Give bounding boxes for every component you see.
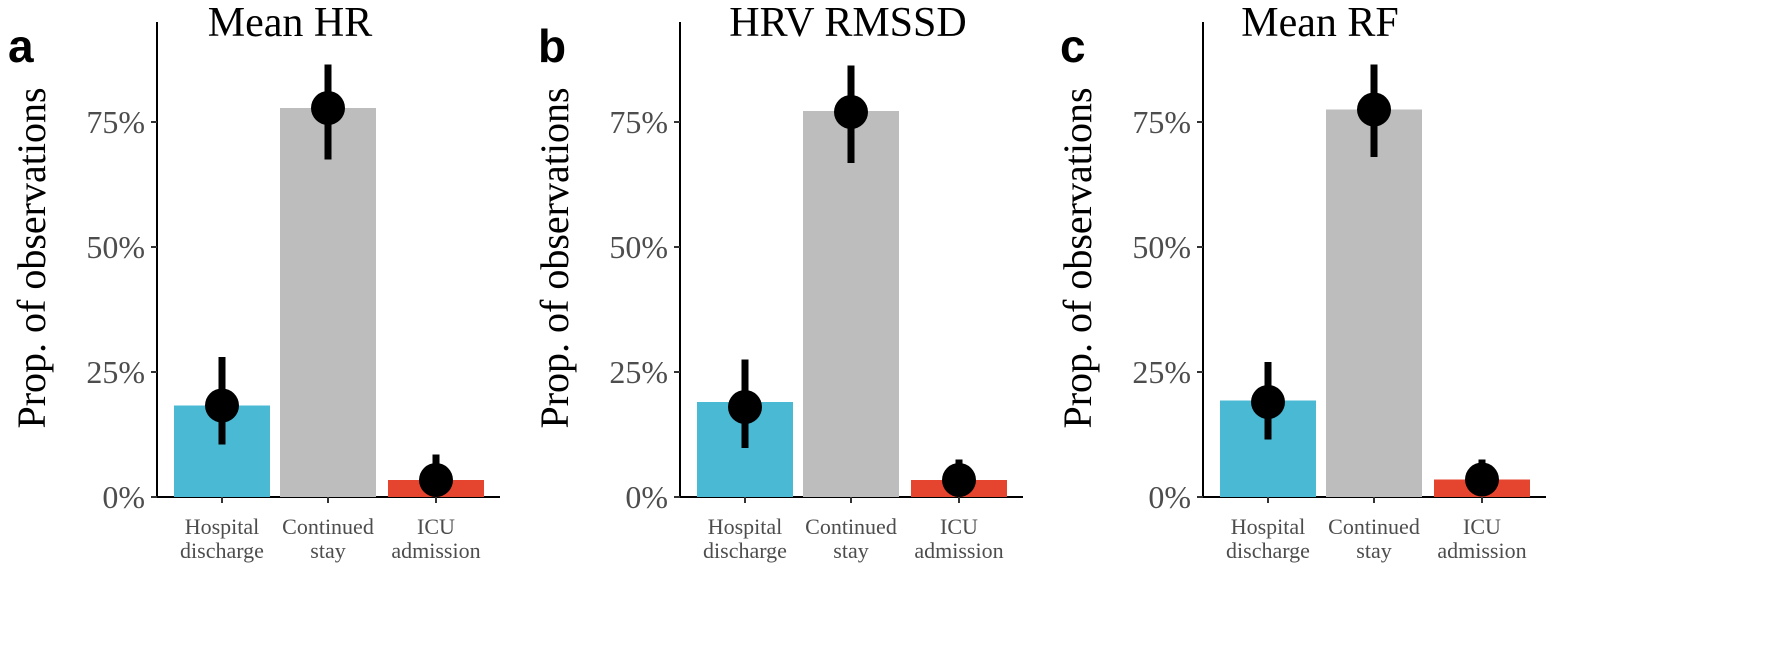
x-tick-label: discharge <box>1226 538 1310 563</box>
x-tick-label: discharge <box>180 538 264 563</box>
y-axis-label: Prop. of observations <box>532 87 577 428</box>
y-tick-label: 25% <box>609 354 668 390</box>
x-tick-label: stay <box>1356 538 1391 563</box>
chart-title: Mean HR <box>208 0 372 46</box>
chart-panel-a: a Mean HR Prop. of observations 0% 25% 50% 75%… <box>8 0 500 563</box>
point-icu-admission <box>419 463 453 497</box>
bar-continued-stay <box>1326 109 1422 497</box>
y-tick-label: 50% <box>1132 229 1191 265</box>
y-tick-label: 0% <box>625 479 668 515</box>
x-tick-label: ICU <box>417 514 455 539</box>
chart-title: HRV RMSSD <box>729 0 966 46</box>
x-tick-label: admission <box>914 538 1003 563</box>
panel-label: b <box>538 20 566 72</box>
y-tick-label: 50% <box>86 229 145 265</box>
x-tick-label: Continued <box>805 514 897 539</box>
chart-title: Mean RF <box>1241 0 1399 46</box>
point-continued-stay <box>311 91 345 125</box>
x-tick-label: Continued <box>1328 514 1420 539</box>
chart-panel-b: b HRV RMSSD Prop. of observations 0% 25% 50% 7… <box>532 0 1023 563</box>
x-tick-label: Hospital <box>708 514 783 539</box>
y-tick-label: 75% <box>86 104 145 140</box>
y-tick-label: 0% <box>1148 479 1191 515</box>
point-hospital-discharge <box>728 390 762 424</box>
y-tick-label: 75% <box>609 104 668 140</box>
x-tick-label: admission <box>1437 538 1526 563</box>
x-tick-label: stay <box>833 538 868 563</box>
point-icu-admission <box>942 463 976 497</box>
x-tick-label: discharge <box>703 538 787 563</box>
bar-continued-stay <box>280 108 376 497</box>
y-axis-label: Prop. of observations <box>9 87 54 428</box>
y-tick-label: 75% <box>1132 104 1191 140</box>
point-hospital-discharge <box>1251 385 1285 419</box>
bar-continued-stay <box>803 111 899 497</box>
y-axis-label: Prop. of observations <box>1055 87 1100 428</box>
x-tick-label: Continued <box>282 514 374 539</box>
x-tick-label: Hospital <box>1231 514 1306 539</box>
x-tick-label: Hospital <box>185 514 260 539</box>
chart-panel-c: c Mean RF Prop. of observations 0% 25% 50% 75%… <box>1055 0 1546 563</box>
x-tick-label: ICU <box>1463 514 1501 539</box>
x-tick-label: ICU <box>940 514 978 539</box>
x-tick-label: admission <box>391 538 480 563</box>
x-tick-label: stay <box>310 538 345 563</box>
y-tick-label: 25% <box>86 354 145 390</box>
y-tick-label: 25% <box>1132 354 1191 390</box>
panel-label: a <box>8 20 34 72</box>
point-icu-admission <box>1465 462 1499 497</box>
y-tick-label: 0% <box>102 479 145 515</box>
point-hospital-discharge <box>205 388 239 423</box>
point-continued-stay <box>1357 92 1391 127</box>
point-continued-stay <box>834 95 868 129</box>
y-tick-label: 50% <box>609 229 668 265</box>
panel-label: c <box>1060 20 1086 72</box>
